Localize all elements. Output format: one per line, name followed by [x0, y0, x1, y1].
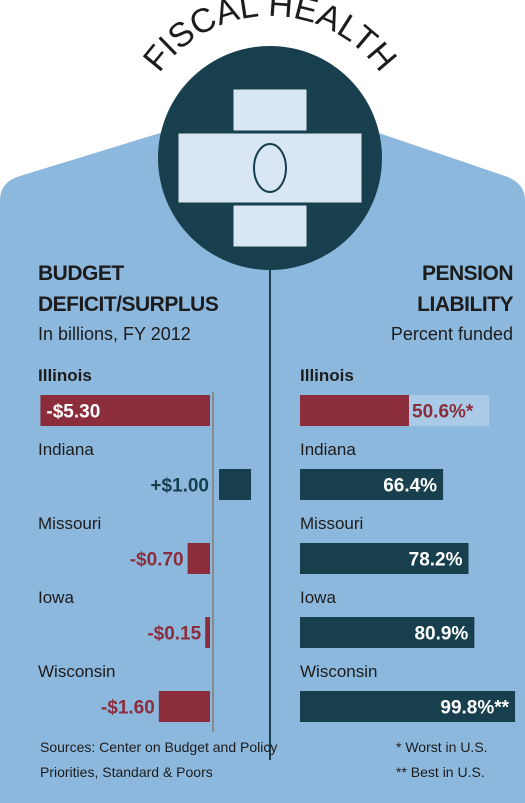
bar — [300, 395, 409, 426]
bar — [188, 543, 210, 574]
bar — [205, 617, 210, 648]
value-label: 50.6%* — [412, 402, 474, 423]
bar — [219, 469, 251, 500]
category-label: Iowa — [300, 588, 336, 607]
category-label: Wisconsin — [38, 662, 115, 681]
value-label: -$5.30 — [46, 402, 100, 423]
right-title: PENSION LIABILITY — [383, 258, 513, 320]
value-label: 78.2% — [409, 550, 463, 571]
category-label: Illinois — [38, 366, 92, 385]
category-label: Illinois — [300, 366, 354, 385]
infographic: FISCAL HEALTH Illinois-$5.30Indiana+$1.0… — [0, 0, 525, 803]
cross-horizontal — [177, 132, 363, 204]
value-label: -$1.60 — [101, 698, 155, 719]
note: ** Best in U.S. — [396, 760, 511, 785]
left-title: BUDGET DEFICIT/SURPLUS — [38, 258, 228, 320]
value-label: 80.9% — [414, 624, 468, 645]
right-subtitle: Percent funded — [391, 324, 513, 345]
left-subtitle: In billions, FY 2012 — [38, 324, 191, 345]
bar — [159, 691, 210, 722]
category-label: Missouri — [300, 514, 363, 533]
category-label: Iowa — [38, 588, 74, 607]
value-label: 66.4% — [383, 476, 437, 497]
note: * Worst in U.S. — [396, 735, 511, 760]
sources: Sources: Center on Budget and Policy Pri… — [40, 735, 330, 785]
value-label: 99.8%** — [440, 698, 509, 719]
chart: FISCAL HEALTH Illinois-$5.30Indiana+$1.0… — [0, 0, 525, 803]
value-label: +$1.00 — [150, 476, 209, 497]
category-label: Indiana — [38, 440, 94, 459]
value-label: -$0.70 — [130, 550, 184, 571]
value-label: -$0.15 — [147, 624, 201, 645]
category-label: Missouri — [38, 514, 101, 533]
category-label: Indiana — [300, 440, 356, 459]
category-label: Wisconsin — [300, 662, 377, 681]
